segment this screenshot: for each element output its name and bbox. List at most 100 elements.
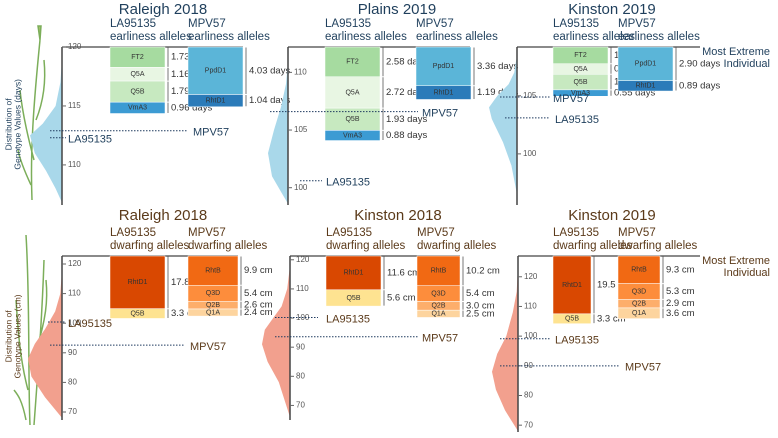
y-tick-label: 120	[68, 42, 82, 51]
value-label: 3.6 cm	[666, 308, 695, 319]
value-label: 1.93 days	[386, 114, 427, 125]
reference-label: LA95135	[68, 318, 112, 330]
y-axis-label: Distribution of Genotype Values (cm)	[3, 294, 23, 379]
y-tick-label: 100	[524, 331, 538, 340]
allele-label: PpdD1	[433, 63, 455, 70]
allele-label: Q3D	[632, 288, 646, 295]
y-tick-label: 120	[68, 259, 82, 268]
reference-label: MPV57	[625, 362, 661, 374]
y-tick-label: 110	[296, 284, 309, 293]
value-label: 5.4 cm	[244, 288, 273, 299]
allele-label: RhtB	[431, 268, 447, 275]
y-tick-label: 90	[524, 361, 533, 370]
value-label: 2.6 cm	[244, 300, 273, 311]
allele-label: FT2	[346, 59, 359, 66]
value-label: 3.3 cm	[171, 308, 200, 319]
allele-label: RhtB	[631, 267, 647, 274]
allele-label: VmA3	[571, 90, 590, 97]
group-header: MPV57 earliness alleles	[416, 18, 498, 43]
y-tick-label: 120	[524, 272, 538, 281]
distribution	[268, 60, 288, 204]
panel-title: Kinston 2018	[354, 207, 442, 224]
allele-label: VmA3	[128, 105, 147, 112]
allele-label: RhtD1	[562, 282, 582, 289]
reference-label: MPV57	[422, 107, 458, 119]
segment	[187, 308, 239, 317]
panel-title: Kinston 2019	[568, 207, 656, 224]
y-tick-label: 115	[68, 101, 81, 110]
value-label: 5.4 cm	[466, 288, 495, 299]
allele-label: RhtB	[205, 267, 221, 274]
y-tick-label: 70	[296, 401, 305, 410]
distribution	[30, 58, 62, 203]
allele-label: RhtD1	[344, 270, 364, 277]
allele-label: Q5B	[565, 316, 579, 323]
value-label: 3.0 cm	[466, 300, 495, 311]
annotation: Most Extreme Individual	[702, 46, 770, 71]
segment	[187, 94, 244, 108]
allele-label: Q5A	[573, 66, 587, 73]
allele-label: FT2	[574, 52, 587, 59]
y-tick-label: 110	[294, 67, 307, 76]
y-axis-label: Distribution of Genotype Values (days)	[3, 79, 23, 170]
segment	[325, 289, 382, 307]
value-label: 0.55 days	[614, 88, 655, 99]
group-header: MPV57 dwarfing alleles	[188, 227, 268, 252]
value-label: 2.58 days	[386, 56, 427, 67]
allele-label: Q5B	[130, 88, 144, 95]
value-label: 19.5 cm	[597, 279, 631, 290]
panel-title: Raleigh 2018	[119, 207, 207, 224]
allele-label: Q2B	[206, 302, 220, 309]
y-tick-label: 105	[294, 125, 308, 134]
distribution	[28, 269, 62, 418]
value-label: 11.6 cm	[387, 267, 420, 278]
reference-label: LA95135	[68, 134, 112, 146]
segment	[617, 307, 661, 319]
segment	[324, 76, 381, 109]
panel-title: Plains 2019	[358, 1, 436, 18]
allele-label: Q1A	[632, 310, 646, 317]
segment	[416, 255, 461, 286]
segment	[324, 130, 381, 141]
value-label: 5.6 cm	[387, 292, 416, 303]
reference-label: MPV57	[553, 93, 589, 105]
value-label: 9.3 cm	[666, 264, 695, 275]
allele-label: PpdD1	[635, 61, 657, 68]
segment	[552, 313, 592, 324]
group-header: LA95135 dwarfing alleles	[553, 227, 633, 252]
panel-title: Kinston 2019	[568, 1, 656, 18]
value-label: 2.5 cm	[466, 308, 495, 319]
allele-label: Q5B	[346, 295, 360, 302]
y-tick-label: 105	[523, 91, 537, 100]
allele-label: RhtD1	[206, 97, 226, 104]
value-label: 9.9 cm	[244, 265, 273, 276]
segment	[552, 255, 592, 315]
allele-label: Q3D	[206, 290, 220, 297]
y-tick-label: 110	[68, 289, 81, 298]
y-tick-label: 100	[294, 183, 308, 192]
allele-label: Q2B	[431, 303, 445, 310]
reference-label: LA95135	[555, 335, 599, 347]
panel-title: Raleigh 2018	[119, 1, 207, 18]
reference-label: LA95135	[326, 177, 370, 189]
allele-label: FT2	[131, 54, 144, 61]
segment	[109, 308, 166, 319]
allele-label: Q5A	[345, 89, 359, 96]
value-label: 2.4 cm	[244, 307, 273, 318]
reference-label: LA95135	[555, 114, 599, 126]
y-tick-label: 100	[523, 149, 537, 158]
reference-label: MPV57	[422, 333, 458, 345]
y-tick-label: 80	[296, 371, 305, 380]
allele-label: RhtD1	[636, 83, 656, 90]
value-label: 4.03 days	[249, 65, 290, 76]
y-tick-label: 80	[524, 391, 533, 400]
y-tick-label: 110	[68, 160, 81, 169]
value-label: 0.89 days	[679, 80, 720, 91]
segment	[617, 80, 674, 92]
allele-label: PpdD1	[205, 68, 227, 75]
group-header: LA95135 earliness alleles	[553, 18, 635, 43]
segment	[324, 46, 381, 78]
segment	[415, 46, 472, 87]
group-header: MPV57 earliness alleles	[618, 18, 700, 43]
